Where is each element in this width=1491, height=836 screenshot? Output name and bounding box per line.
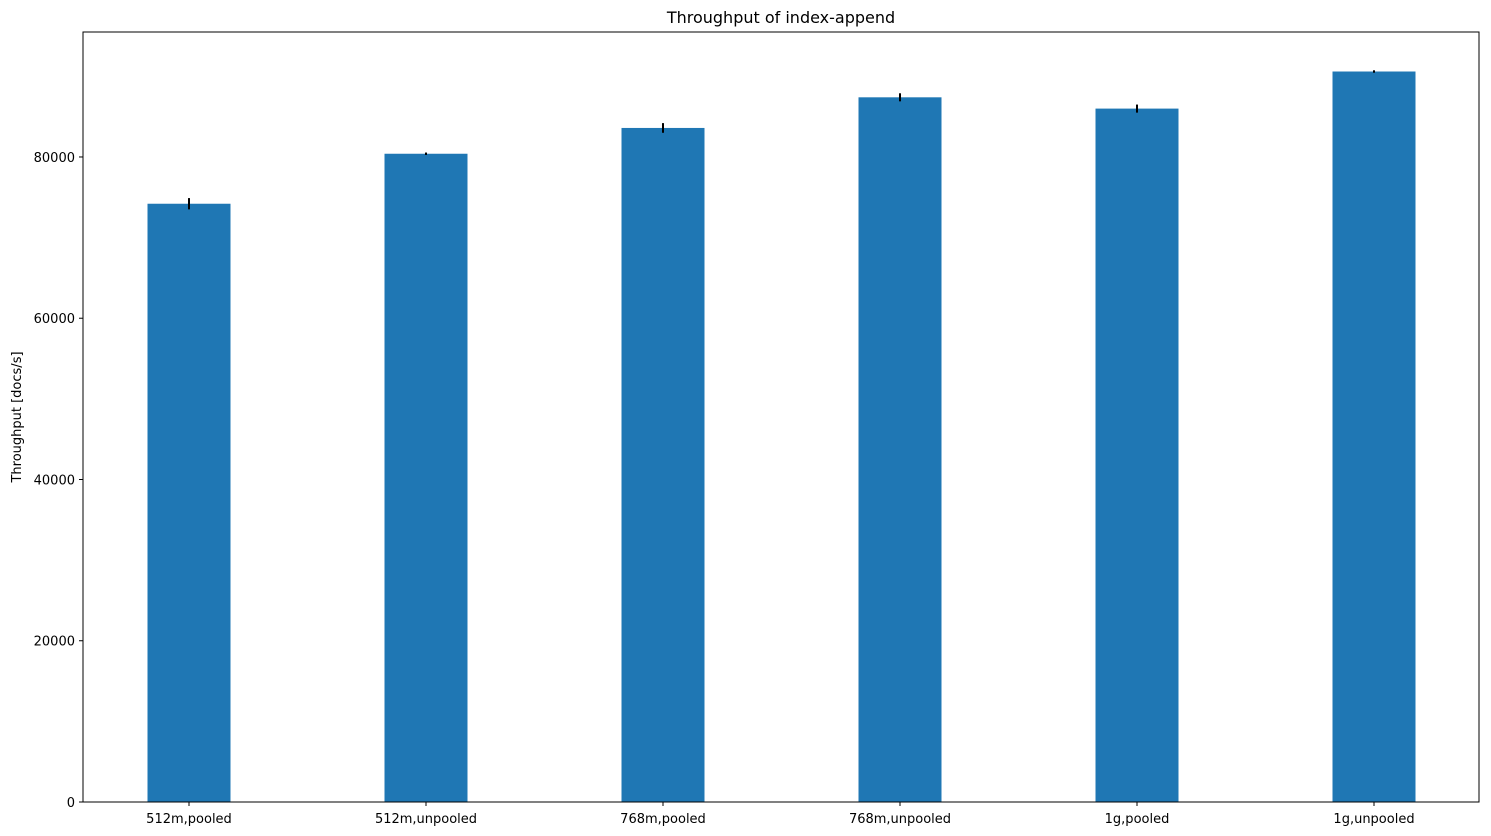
y-axis: 0 20000 40000 60000 80000 <box>34 151 83 811</box>
y-tick-label-1: 20000 <box>34 635 75 650</box>
error-bars-layer <box>188 70 1375 210</box>
x-tick-label-0: 512m,pooled <box>146 812 232 827</box>
y-tick-label-3: 60000 <box>34 312 75 327</box>
x-tick-label-1: 512m,unpooled <box>375 812 477 827</box>
y-tick-label-0: 0 <box>67 796 75 811</box>
bar-2 <box>621 127 705 803</box>
bar-1 <box>384 153 468 803</box>
bar-0 <box>147 203 231 802</box>
y-tick-label-2: 40000 <box>34 473 75 488</box>
y-tick-label-4: 80000 <box>34 151 75 166</box>
bars-layer <box>147 71 1416 803</box>
y-axis-label: Throughput [docs/s] <box>10 351 25 483</box>
x-tick-label-2: 768m,pooled <box>620 812 706 827</box>
x-tick-label-3: 768m,unpooled <box>849 812 951 827</box>
x-tick-label-4: 1g,pooled <box>1105 812 1170 827</box>
bar-5 <box>1332 71 1416 802</box>
bar-4 <box>1095 108 1179 802</box>
x-axis: 512m,pooled 512m,unpooled 768m,pooled 768m,… <box>146 802 1415 827</box>
chart-title: Throughput of index-append <box>666 8 895 27</box>
x-tick-label-5: 1g,unpooled <box>1333 812 1414 827</box>
bar-3 <box>858 97 942 802</box>
plot-frame <box>82 31 1480 803</box>
